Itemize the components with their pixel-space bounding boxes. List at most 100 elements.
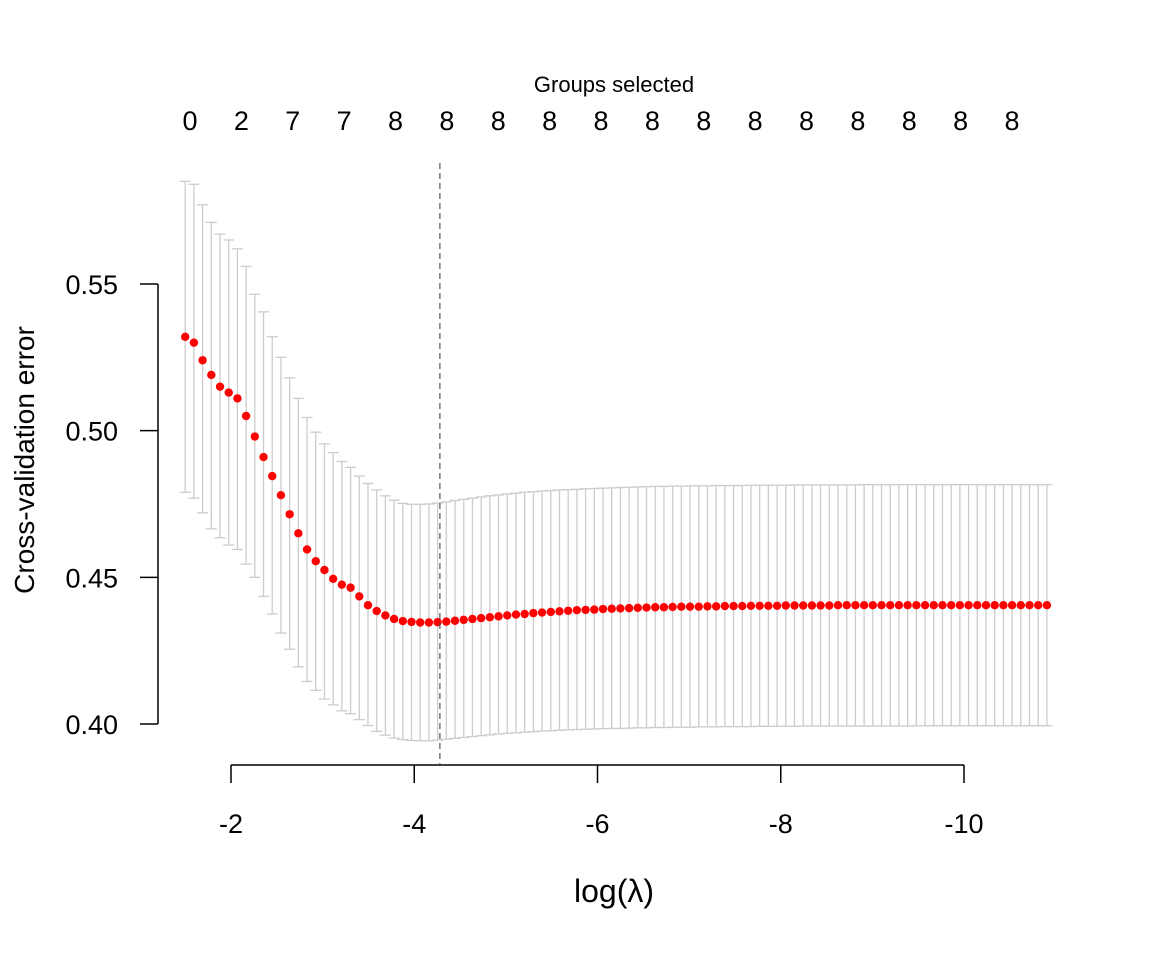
top-axis: 0 2 7 7 8 8 8 8 8 8 8 8 8 8 8 8 8	[182, 106, 1019, 136]
cv-point	[624, 603, 634, 613]
top-tick-label: 0	[182, 106, 197, 136]
cv-point	[398, 616, 407, 626]
cv-point	[459, 615, 468, 625]
cv-point	[607, 604, 616, 613]
cv-point	[738, 601, 747, 611]
cv-point	[851, 601, 860, 610]
error-bars-group	[179, 180, 1053, 742]
cv-point	[302, 545, 312, 554]
cv-point	[764, 601, 773, 610]
top-tick-label: 8	[696, 106, 711, 136]
cv-point	[729, 601, 738, 611]
x-tick-label: -2	[219, 809, 243, 839]
cv-points-group	[180, 332, 1052, 627]
cv-point	[1034, 601, 1043, 610]
cv-point	[746, 601, 756, 610]
cv-point	[1007, 601, 1017, 610]
cv-point	[250, 432, 260, 441]
cv-point	[938, 601, 947, 610]
cv-point	[355, 592, 364, 601]
cv-point	[563, 606, 573, 615]
cv-point	[598, 604, 608, 614]
cv-point	[416, 618, 425, 627]
cv-point	[816, 601, 825, 610]
cv-point	[572, 605, 582, 615]
cv-point	[920, 601, 930, 610]
cv-point	[511, 610, 521, 619]
cv-point	[1016, 601, 1026, 610]
cv-point	[929, 601, 938, 610]
cv-point	[337, 580, 347, 589]
x-tick-label: -6	[585, 809, 609, 839]
cv-point	[207, 370, 216, 380]
top-tick-label: 8	[645, 106, 660, 136]
top-tick-label: 8	[491, 106, 506, 136]
cv-point	[581, 605, 590, 615]
cv-point	[450, 616, 460, 625]
cv-point	[616, 604, 625, 613]
top-tick-label: 8	[799, 106, 814, 136]
cv-point	[981, 601, 991, 610]
cv-point	[503, 611, 512, 620]
cv-point	[189, 338, 199, 347]
cv-point	[389, 614, 399, 624]
cv-point	[685, 602, 695, 611]
cv-point	[894, 601, 904, 610]
cv-point	[651, 603, 660, 612]
top-tick-label: 8	[593, 106, 608, 136]
cv-point	[485, 613, 495, 622]
cv-point	[180, 332, 190, 341]
cv-point	[790, 601, 799, 610]
cv-point	[999, 601, 1008, 610]
x-axis: -2 -4 -6 -8 -10	[219, 764, 984, 839]
cv-point	[772, 601, 782, 610]
cv-point	[476, 613, 486, 623]
cv-point	[198, 356, 207, 365]
cv-point	[241, 411, 251, 421]
cv-point	[494, 612, 503, 621]
top-tick-label: 7	[337, 106, 352, 136]
cv-point	[1025, 601, 1034, 610]
cv-point	[912, 601, 921, 610]
cv-point	[677, 602, 686, 611]
cv-point	[276, 491, 286, 500]
cv-point	[381, 611, 390, 620]
cv-point	[859, 601, 869, 610]
cv-point	[798, 601, 808, 610]
cv-point	[537, 608, 547, 617]
y-tick-label: 0.40	[65, 710, 118, 740]
cv-point	[955, 601, 965, 610]
cv-point	[990, 601, 999, 610]
cv-point	[346, 583, 355, 592]
cv-point	[224, 388, 233, 397]
cv-point	[259, 452, 268, 462]
cv-point	[555, 607, 564, 616]
cv-point	[529, 608, 538, 618]
cv-point	[1042, 601, 1052, 610]
top-tick-label: 2	[234, 106, 249, 136]
top-tick-label: 8	[542, 106, 557, 136]
cv-point	[877, 601, 886, 610]
x-tick-label: -4	[402, 809, 426, 839]
top-tick-label: 8	[953, 106, 968, 136]
cv-point	[903, 601, 912, 610]
cv-point	[320, 565, 329, 575]
cv-point	[711, 602, 721, 611]
cv-point	[781, 601, 790, 610]
cv-point	[946, 601, 956, 610]
cv-point	[886, 601, 895, 610]
top-tick-label: 8	[1004, 106, 1019, 136]
cv-point	[311, 557, 320, 566]
cv-point	[703, 602, 712, 611]
x-tick-label: -10	[944, 809, 983, 839]
y-tick-label: 0.55	[65, 270, 118, 300]
cv-point	[285, 510, 294, 519]
top-tick-label: 8	[388, 106, 403, 136]
cv-point	[328, 574, 338, 583]
top-tick-label: 8	[748, 106, 763, 136]
cv-point	[973, 601, 982, 610]
cv-point	[868, 601, 878, 610]
x-tick-label: -8	[769, 809, 793, 839]
cv-point	[363, 601, 373, 610]
